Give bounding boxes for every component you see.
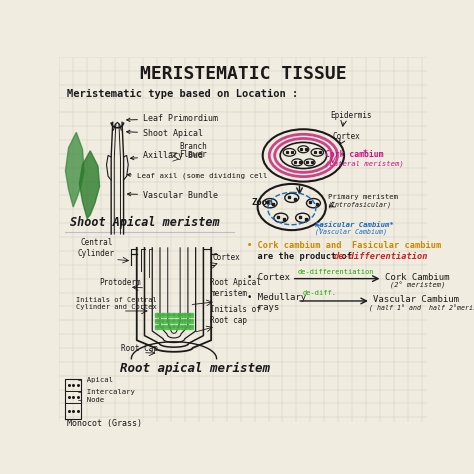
- Bar: [177, 325, 182, 329]
- Text: → Apical: → Apical: [78, 377, 113, 383]
- Text: *: *: [362, 149, 367, 159]
- Bar: [182, 312, 187, 317]
- Text: • Cork cambium and  Fasicular cambium: • Cork cambium and Fasicular cambium: [247, 241, 441, 250]
- Bar: [161, 325, 165, 329]
- Text: Epidermis: Epidermis: [330, 111, 372, 120]
- Text: ( half 1° and  half 2°meristem): ( half 1° and half 2°meristem): [369, 305, 474, 312]
- Text: Leaf axil (some dividing cell: Leaf axil (some dividing cell: [128, 173, 267, 180]
- Text: Initials of
Root cap: Initials of Root cap: [210, 305, 261, 325]
- Bar: [188, 325, 192, 329]
- Text: rays: rays: [247, 302, 279, 311]
- Text: Leaf Primordium: Leaf Primordium: [127, 114, 218, 123]
- Text: Monocot (Grass): Monocot (Grass): [67, 419, 142, 428]
- Text: Cortex: Cortex: [333, 131, 361, 140]
- Bar: [155, 325, 160, 329]
- Bar: [172, 325, 176, 329]
- Text: Cork Cambium: Cork Cambium: [385, 273, 449, 283]
- Text: (Lateral meristem): (Lateral meristem): [325, 160, 404, 167]
- Text: → Node: → Node: [78, 397, 104, 403]
- Text: Zoom: Zoom: [251, 199, 273, 208]
- Text: Shoot Apical: Shoot Apical: [127, 129, 203, 138]
- Text: Branch: Branch: [179, 142, 207, 151]
- Text: Axillary Bud: Axillary Bud: [130, 151, 203, 160]
- Bar: [166, 312, 171, 317]
- Bar: [172, 312, 176, 317]
- Text: de-differentiation: de-differentiation: [297, 269, 374, 275]
- Bar: [155, 312, 160, 317]
- Bar: [155, 319, 160, 323]
- Bar: [182, 325, 187, 329]
- Text: MERISTEMATIC TISSUE: MERISTEMATIC TISSUE: [140, 65, 346, 83]
- Text: • Medullary: • Medullary: [247, 293, 306, 302]
- Bar: [161, 319, 165, 323]
- Polygon shape: [65, 132, 84, 207]
- Text: (2° meristem): (2° meristem): [390, 282, 446, 289]
- Text: are the product of: are the product of: [247, 252, 352, 261]
- Bar: [166, 325, 171, 329]
- Bar: [166, 319, 171, 323]
- Text: de-differentiation: de-differentiation: [334, 252, 428, 261]
- Bar: [188, 319, 192, 323]
- Text: → Intercalary: → Intercalary: [78, 389, 135, 395]
- Text: Meristematic type based on Location :: Meristematic type based on Location :: [67, 89, 298, 99]
- Text: Cortex: Cortex: [213, 253, 240, 262]
- Text: Initials of Central
Cylinder and Cortex: Initials of Central Cylinder and Cortex: [76, 298, 157, 310]
- Text: Fasicular Cambium*: Fasicular Cambium*: [315, 222, 394, 228]
- Text: Vascular Cambium: Vascular Cambium: [373, 295, 459, 304]
- Bar: [182, 319, 187, 323]
- Text: Vascular Bundle: Vascular Bundle: [128, 191, 218, 200]
- Text: Cork cambium: Cork cambium: [325, 150, 383, 159]
- Text: de-diff.: de-diff.: [302, 290, 337, 296]
- Text: • Cortex: • Cortex: [247, 273, 290, 283]
- Text: Central
Cylinder: Central Cylinder: [78, 238, 115, 257]
- Bar: [161, 312, 165, 317]
- Bar: [188, 312, 192, 317]
- Text: Root Cap: Root Cap: [121, 344, 158, 353]
- Bar: [172, 319, 176, 323]
- Bar: [177, 319, 182, 323]
- Text: Flower: Flower: [179, 150, 207, 159]
- Text: Protoderm: Protoderm: [100, 278, 141, 287]
- Bar: [177, 312, 182, 317]
- Text: (Vascular Cambium): (Vascular Cambium): [315, 229, 387, 236]
- Text: Primary meristem: Primary meristem: [328, 194, 398, 201]
- Text: (Introfasicular): (Introfasicular): [328, 201, 392, 208]
- Polygon shape: [80, 151, 100, 219]
- Text: Root apical meristem: Root apical meristem: [120, 362, 270, 375]
- Text: Shoot Apical meristem: Shoot Apical meristem: [70, 216, 220, 229]
- Text: Root Apical
meristem: Root Apical meristem: [210, 278, 261, 298]
